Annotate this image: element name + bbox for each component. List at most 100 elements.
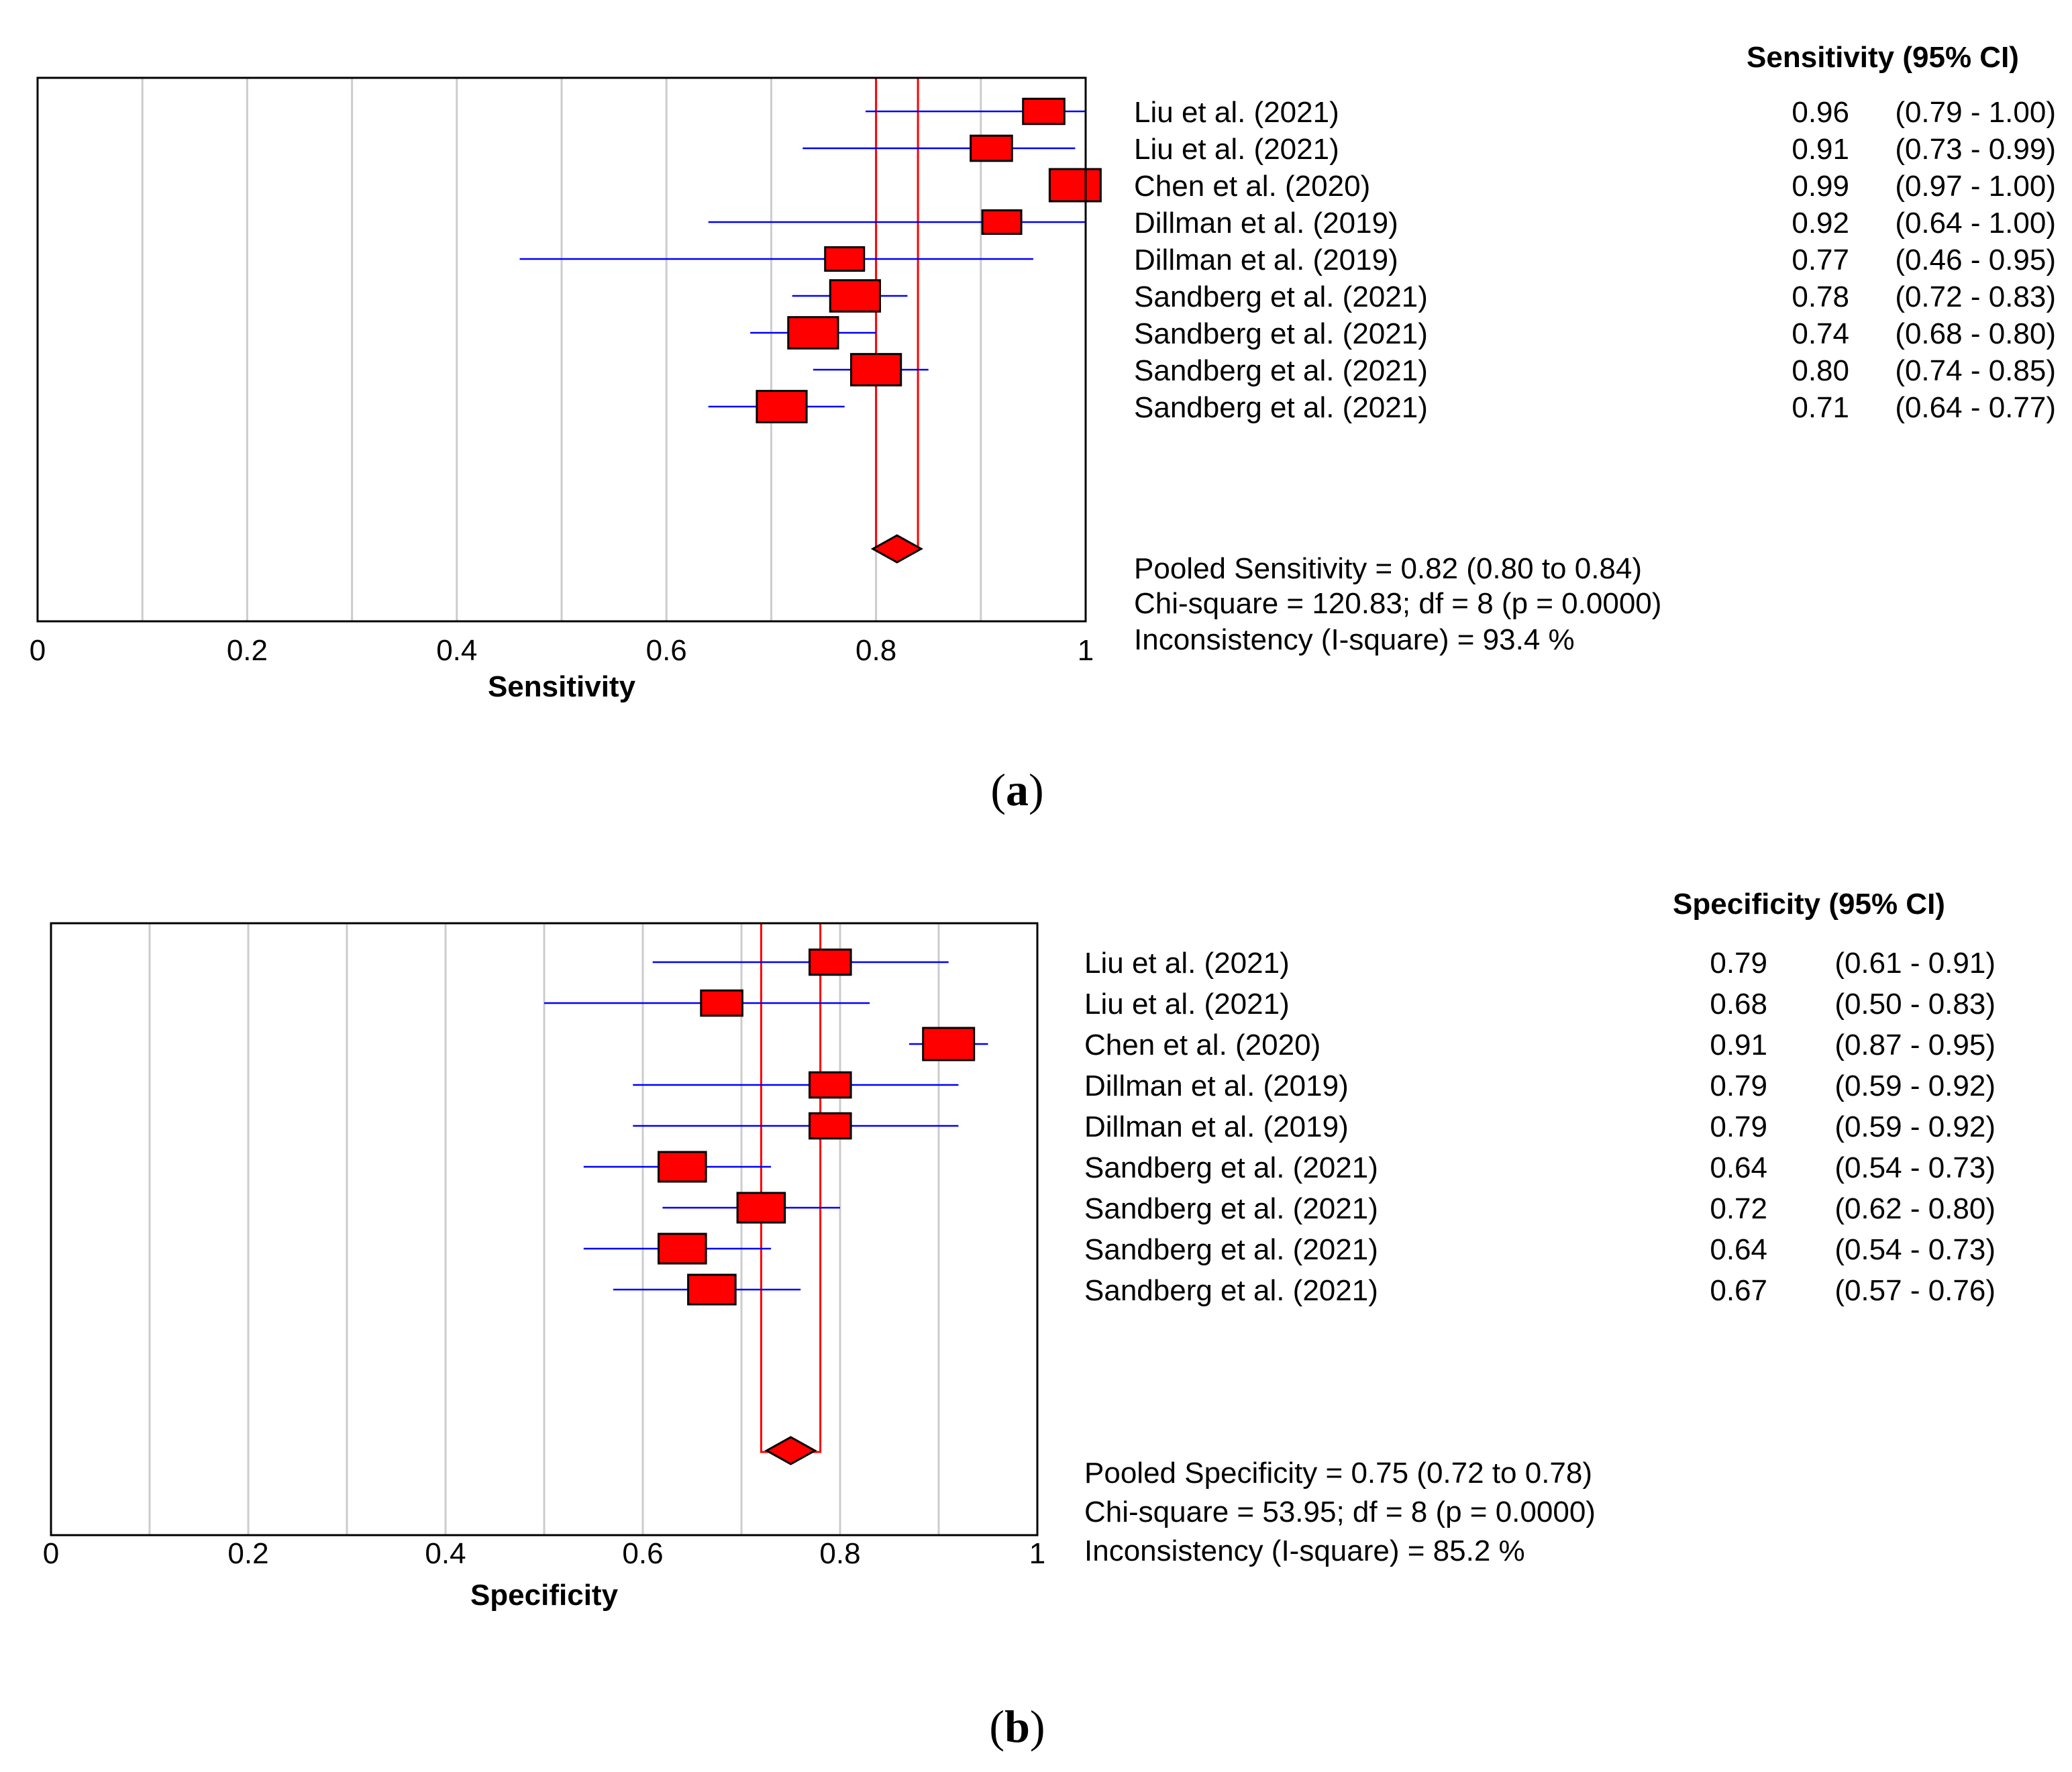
pooled-stat-line: Pooled Sensitivity = 0.82 (0.80 to 0.84) — [1134, 552, 1642, 585]
pooled-stat-line: Pooled Specificity = 0.75 (0.72 to 0.78) — [1084, 1457, 1592, 1490]
study-name: Liu et al. (2021) — [1134, 133, 1339, 166]
study-name: Sandberg et al. (2021) — [1084, 1233, 1378, 1266]
study-name: Sandberg et al. (2021) — [1134, 280, 1428, 313]
study-box — [850, 353, 902, 386]
study-estimate: 0.74 — [1792, 317, 1849, 350]
study-box — [1022, 97, 1066, 125]
study-box — [658, 1151, 707, 1183]
study-name: Sandberg et al. (2021) — [1084, 1192, 1378, 1225]
x-tick-label: 0.4 — [425, 1537, 466, 1570]
study-box — [700, 989, 743, 1017]
study-ci-text: (0.62 - 0.80) — [1834, 1192, 1996, 1225]
study-ci-text: (0.54 - 0.73) — [1834, 1233, 1996, 1266]
panel-label-open: ( — [989, 1701, 1004, 1752]
study-box — [1048, 168, 1102, 203]
study-box — [970, 134, 1013, 162]
study-ci-text: (0.73 - 0.99) — [1895, 133, 2056, 166]
study-ci-text: (0.79 - 1.00) — [1895, 96, 2056, 129]
panel-label-close: ) — [1029, 764, 1044, 815]
study-name: Sandberg et al. (2021) — [1134, 354, 1428, 387]
x-axis-label: Specificity — [470, 1579, 619, 1612]
study-estimate: 0.79 — [1710, 1110, 1767, 1143]
study-box — [829, 279, 881, 313]
study-estimate: 0.99 — [1792, 170, 1849, 203]
forest-panel-b: Liu et al. (2021) 0.79 (0.61 - 0.91) Liu et… — [43, 888, 1996, 1752]
study-name: Dillman et al. (2019) — [1084, 1070, 1349, 1102]
study-estimate: 0.67 — [1710, 1274, 1767, 1307]
x-tick-label: 0 — [30, 634, 46, 667]
pooled-stat-line: Inconsistency (I-square) = 85.2 % — [1084, 1534, 1525, 1567]
study-estimate: 0.71 — [1792, 391, 1849, 424]
study-box — [736, 1192, 786, 1224]
panel-label: (a) — [990, 764, 1043, 815]
study-ci-text: (0.50 - 0.83) — [1834, 988, 1996, 1021]
study-ci-text: (0.57 - 0.76) — [1834, 1274, 1996, 1307]
study-box — [687, 1273, 737, 1306]
study-name: Liu et al. (2021) — [1084, 988, 1290, 1021]
study-box — [981, 209, 1023, 235]
x-tick-label: 0.2 — [227, 634, 268, 667]
study-estimate: 0.64 — [1710, 1151, 1767, 1184]
study-box — [922, 1027, 976, 1061]
study-estimate: 0.72 — [1710, 1192, 1767, 1225]
column-header: Specificity (95% CI) — [1673, 888, 1945, 921]
pooled-diamond — [764, 1436, 817, 1465]
study-ci-text: (0.72 - 0.83) — [1895, 280, 2056, 313]
x-tick-label: 0.6 — [646, 634, 687, 667]
study-estimate: 0.92 — [1792, 207, 1849, 240]
panel-label: (b) — [989, 1701, 1045, 1752]
x-tick-label: 1 — [1029, 1537, 1045, 1570]
panel-label-letter: a — [1006, 764, 1029, 815]
x-tick-label: 0.4 — [436, 634, 477, 667]
study-box — [809, 1071, 852, 1099]
study-name: Chen et al. (2020) — [1134, 170, 1370, 203]
study-estimate: 0.64 — [1710, 1233, 1767, 1266]
study-estimate: 0.91 — [1792, 133, 1849, 166]
study-box — [787, 316, 839, 350]
study-ci-text: (0.68 - 0.80) — [1895, 317, 2056, 350]
study-estimate: 0.77 — [1792, 244, 1849, 276]
study-box — [756, 390, 808, 423]
study-box — [658, 1233, 707, 1265]
x-tick-label: 1 — [1078, 634, 1094, 667]
study-ci-text: (0.74 - 0.85) — [1895, 354, 2056, 387]
x-tick-label: 0 — [43, 1537, 59, 1570]
study-name: Liu et al. (2021) — [1084, 947, 1290, 980]
study-name: Dillman et al. (2019) — [1134, 244, 1398, 276]
study-box — [809, 1112, 852, 1140]
x-tick-label: 0.8 — [856, 634, 896, 667]
study-estimate: 0.91 — [1710, 1029, 1767, 1061]
study-box — [809, 948, 852, 976]
pooled-stat-line: Inconsistency (I-square) = 93.4 % — [1134, 623, 1575, 656]
pooled-stat-line: Chi-square = 53.95; df = 8 (p = 0.0000) — [1084, 1496, 1596, 1528]
column-header: Sensitivity (95% CI) — [1747, 41, 2019, 74]
study-estimate: 0.79 — [1710, 1070, 1767, 1102]
study-estimate: 0.79 — [1710, 947, 1767, 980]
study-estimate: 0.96 — [1792, 96, 1849, 129]
study-name: Chen et al. (2020) — [1084, 1029, 1320, 1061]
study-ci-text: (0.59 - 0.92) — [1834, 1070, 1996, 1102]
panel-label-letter: b — [1004, 1701, 1030, 1752]
study-ci-text: (0.61 - 0.91) — [1834, 947, 1996, 980]
study-name: Dillman et al. (2019) — [1084, 1110, 1349, 1143]
x-tick-label: 0.2 — [227, 1537, 268, 1570]
study-estimate: 0.80 — [1792, 354, 1849, 387]
forest-panel-a: Liu et al. (2021) 0.96 (0.79 - 1.00) Liu et… — [30, 41, 2056, 815]
pooled-diamond — [870, 534, 923, 564]
plot-frame — [36, 76, 1087, 623]
panel-label-open: ( — [990, 764, 1006, 815]
study-ci-text: (0.59 - 0.92) — [1834, 1110, 1996, 1143]
x-tick-label: 0.8 — [819, 1537, 860, 1570]
study-name: Liu et al. (2021) — [1134, 96, 1339, 129]
x-tick-label: 0.6 — [622, 1537, 663, 1570]
pooled-stat-line: Chi-square = 120.83; df = 8 (p = 0.0000) — [1134, 587, 1661, 620]
study-name: Sandberg et al. (2021) — [1084, 1274, 1378, 1307]
x-axis-label: Sensitivity — [488, 670, 636, 703]
study-ci-text: (0.64 - 0.77) — [1895, 391, 2056, 424]
study-ci-text: (0.97 - 1.00) — [1895, 170, 2056, 203]
study-ci-text: (0.46 - 0.95) — [1895, 244, 2056, 276]
study-ci-text: (0.87 - 0.95) — [1834, 1029, 1996, 1061]
study-name: Sandberg et al. (2021) — [1134, 317, 1428, 350]
study-name: Sandberg et al. (2021) — [1084, 1151, 1378, 1184]
